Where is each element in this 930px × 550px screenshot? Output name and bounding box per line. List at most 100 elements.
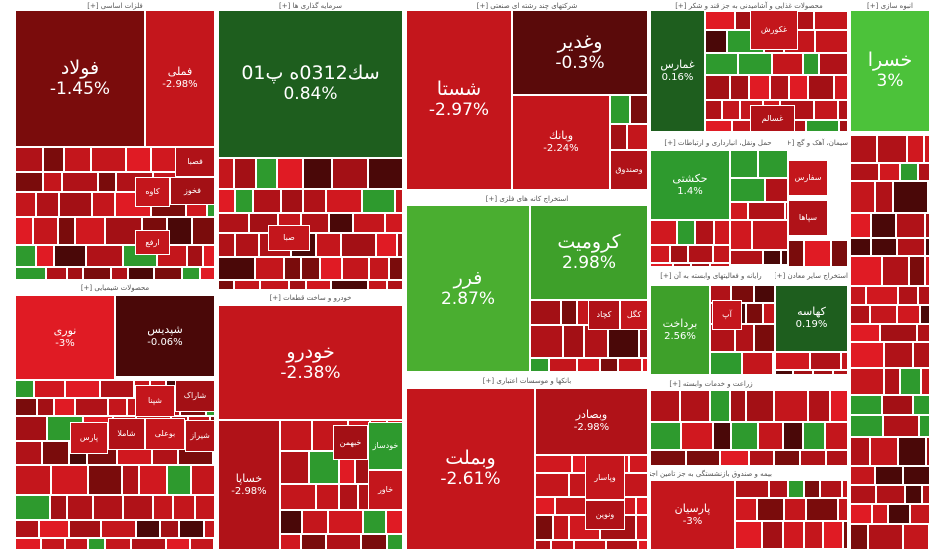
tile[interactable]: فولاد -1.45% [15,10,145,147]
symbol: وپاسار [594,472,616,482]
symbol: برداخت [662,316,698,330]
small-tile [153,495,173,520]
small-tile [730,178,765,202]
sector-header[interactable]: حمل ونقل، انبارداری و ارتباطات [+] [650,137,786,149]
small-tile [131,538,166,550]
small-tile [277,158,303,189]
tile[interactable]: سپاها [788,200,828,236]
tile[interactable]: خساپا -2.98% [218,420,280,550]
small-tile [850,466,875,485]
small-tile [730,250,763,265]
small-tile [918,286,930,305]
small-tile [903,524,929,550]
small-tile [397,233,403,257]
tile[interactable]: پارسیان -3% [650,480,735,550]
tile[interactable]: خودرو -2.38% [218,305,403,420]
small-tile [101,520,136,538]
tile[interactable]: خسرا 3% [850,10,930,132]
small-tile [806,120,839,132]
small-tile [69,520,101,538]
tile[interactable]: صبا [268,225,310,251]
small-tile [15,416,47,441]
tile[interactable]: خودساز [368,422,403,470]
tile[interactable]: ارفع [135,230,170,255]
tile[interactable]: فصبا [175,147,215,177]
sector-header[interactable]: محصولات غذایی و آشامیدنی به جز قند و شکر… [650,0,848,12]
small-tile [39,520,69,538]
tile[interactable]: شاملا [108,418,145,450]
tile[interactable]: کرومیت 2.98% [530,205,648,300]
tile[interactable]: شپنا [135,385,175,417]
tile[interactable]: پارس [70,422,108,454]
sector-header[interactable]: فلزات اساسی [+] [15,0,215,12]
change: -3% [682,515,703,527]
tile[interactable]: فملی -2.98% [145,10,215,147]
small-tile [673,263,691,267]
small-tile [900,163,918,181]
tile[interactable]: خاور [368,470,403,510]
tile[interactable]: کاوه [135,177,170,207]
tile[interactable]: نوری -3% [15,295,115,380]
sector-header[interactable]: سیمان، آهک و گچ [+] [788,137,848,149]
tile[interactable]: سفارس [788,160,828,196]
small-tile [75,398,108,416]
sector-header[interactable]: سرمایه گذاری ها [+] [218,0,403,12]
small-tile [803,53,819,75]
tile[interactable]: غسالم [750,105,795,132]
small-tile [752,220,788,250]
tile[interactable]: بوعلی [145,418,185,450]
tile[interactable]: شاراک [175,380,215,412]
tile[interactable]: شیراز [185,420,215,452]
sector-header[interactable]: زراعت و خدمات وابسته [+] [650,378,772,390]
tile[interactable]: وبملت -2.61% [406,388,535,550]
symbol: شاملا [117,429,136,439]
small-tile [34,380,65,398]
sector-header[interactable]: محصولات شیمیایی [+] [15,282,215,294]
small-tile [883,415,919,437]
small-tile [705,100,722,120]
small-tile [773,352,775,375]
small-tile [642,358,648,372]
tile[interactable]: کگل [620,300,648,330]
small-tile [563,325,584,358]
tile[interactable]: وبانك -2.24% [512,95,610,190]
small-tile [714,220,730,245]
small-tile [610,95,630,124]
sector-header[interactable]: رایانه و فعالیتهای وابسته به آن [+] [650,270,772,282]
sector-header[interactable]: شرکتهای چند رشته ای صنعتی [+] [406,0,648,12]
sector-header[interactable]: بیمه و صندوق بازنشستگی به جز تامین اجتما… [650,468,772,480]
change: -0.3% [555,52,605,73]
tile[interactable]: شستا -2.97% [406,10,512,190]
tile[interactable]: کچاد [588,300,620,330]
change: 0.19% [795,319,828,331]
small-tile [530,325,563,358]
small-tile [919,415,930,437]
tile[interactable]: خبهمن [333,425,368,460]
tile[interactable]: وغدیر -0.3% [512,10,648,95]
tile[interactable]: حکشتی 1.4% [650,150,730,220]
tile[interactable]: وپاسار [585,455,625,500]
small-tile [898,437,926,466]
symbol: خسرا [867,49,913,72]
sector-header[interactable]: خودرو و ساخت قطعات [+] [218,292,403,304]
sector-header[interactable]: استخراج کانه های فلزی [+] [406,193,648,205]
tile[interactable]: فرر 2.87% [406,205,530,372]
tile[interactable]: سك0312ه پ01 0.84% [218,10,403,158]
tile[interactable]: وبصادر -2.98% [535,388,648,455]
tile[interactable]: برداخت 2.56% [650,285,710,375]
small-tile [785,202,788,220]
small-tile [749,75,770,100]
small-tile [650,245,670,263]
tile[interactable]: آپ [712,300,742,330]
tile[interactable]: فخوز [170,177,215,205]
sector-header[interactable]: استخراج سایر معادن [+] [775,270,848,282]
sector-header[interactable]: انبوه سازی [+] [850,0,930,12]
sector-header[interactable]: بانکها و موسسات اعتباری [+] [406,375,648,387]
tile[interactable]: شپدیس -0.06% [115,295,215,377]
tile[interactable]: غکورش [750,10,798,50]
small-tile [328,510,363,534]
tile[interactable]: وصندوق [610,150,648,190]
tile[interactable]: غمارس 0.16% [650,10,705,132]
tile[interactable]: ونوین [585,500,625,530]
tile[interactable]: کهاسه 0.19% [775,285,848,352]
